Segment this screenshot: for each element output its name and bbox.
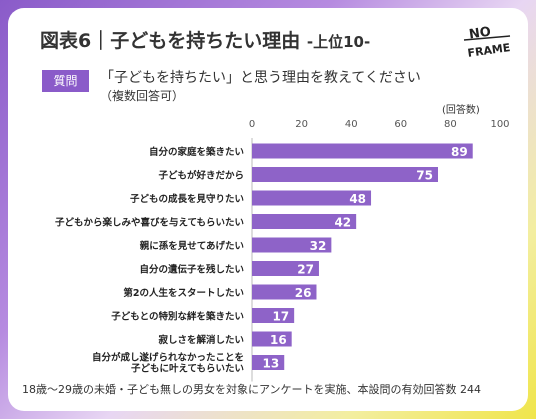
value-label: 48	[349, 192, 366, 206]
value-label: 89	[451, 145, 468, 159]
bar	[252, 190, 372, 206]
x-tick-label: 100	[490, 119, 509, 130]
category-label: 自分の家庭を築きたい	[149, 146, 244, 158]
category-label: 子どもの成長を見守りたい	[130, 193, 244, 205]
x-tick-label: 20	[295, 119, 308, 130]
x-tick-label: 40	[345, 119, 358, 130]
bar-chart: 0 20 40 60 80 100 自分の家庭を築きたい 89 子どもが好きだから 75 子どもの成…	[55, 119, 510, 382]
category-label: 寂しさを解消したい	[158, 334, 244, 346]
category-label: 第2の人生をスタートしたい	[123, 287, 244, 299]
bar	[252, 167, 438, 182]
value-label: 75	[416, 169, 433, 183]
x-tick-label: 80	[444, 119, 457, 130]
brand-logo: NO FRAME	[463, 25, 511, 60]
bar	[252, 355, 285, 370]
question-text: 「子どもを持ちたい」と思う理由を教えてください	[100, 70, 421, 86]
value-label: 42	[334, 216, 351, 230]
title-main: 図表6｜子どもを持ちたい理由	[40, 30, 301, 52]
category-label: 子どもから楽しみや喜びを与えてもらいたい	[55, 217, 244, 229]
bar	[252, 308, 295, 323]
value-label: 16	[270, 333, 287, 347]
chart-card: 図表6｜子どもを持ちたい理由 -上位10- NO FRAME 質問 「子どもを持…	[8, 8, 528, 411]
category-label: 親に孫を見せてあげたい	[140, 240, 244, 252]
footer-note: 18歳～29歳の未婚・子ども無しの男女を対象にアンケートを実施、本設問の有効回答…	[22, 383, 482, 396]
question-note: （複数回答可）	[100, 89, 185, 103]
category-label: 子どもとの特別な絆を築きたい	[111, 311, 244, 323]
x-tick-label: 0	[249, 119, 255, 130]
bar	[252, 284, 317, 300]
svg-text:FRAME: FRAME	[467, 41, 511, 60]
question-badge: 質問	[42, 70, 89, 92]
unit-label: (回答数)	[442, 105, 480, 116]
bar	[252, 143, 473, 159]
bar	[252, 237, 332, 253]
value-label: 17	[272, 310, 289, 324]
category-label: 自分の遺伝子を残したい	[139, 264, 244, 276]
page-title: 図表6｜子どもを持ちたい理由 -上位10-	[40, 26, 370, 53]
title-suffix: -上位10-	[306, 33, 371, 51]
category-label: 自分が成し遂げられなかったことを子どもに叶えてもらいたい	[92, 352, 244, 375]
category-label: 子どもが好きだから	[158, 170, 244, 182]
bar	[252, 214, 357, 229]
value-label: 26	[295, 286, 312, 300]
value-label: 32	[310, 239, 327, 253]
bar	[252, 261, 319, 276]
value-label: 27	[297, 263, 314, 277]
value-label: 13	[263, 357, 280, 371]
bar	[252, 331, 292, 347]
x-tick-label: 60	[394, 119, 407, 130]
